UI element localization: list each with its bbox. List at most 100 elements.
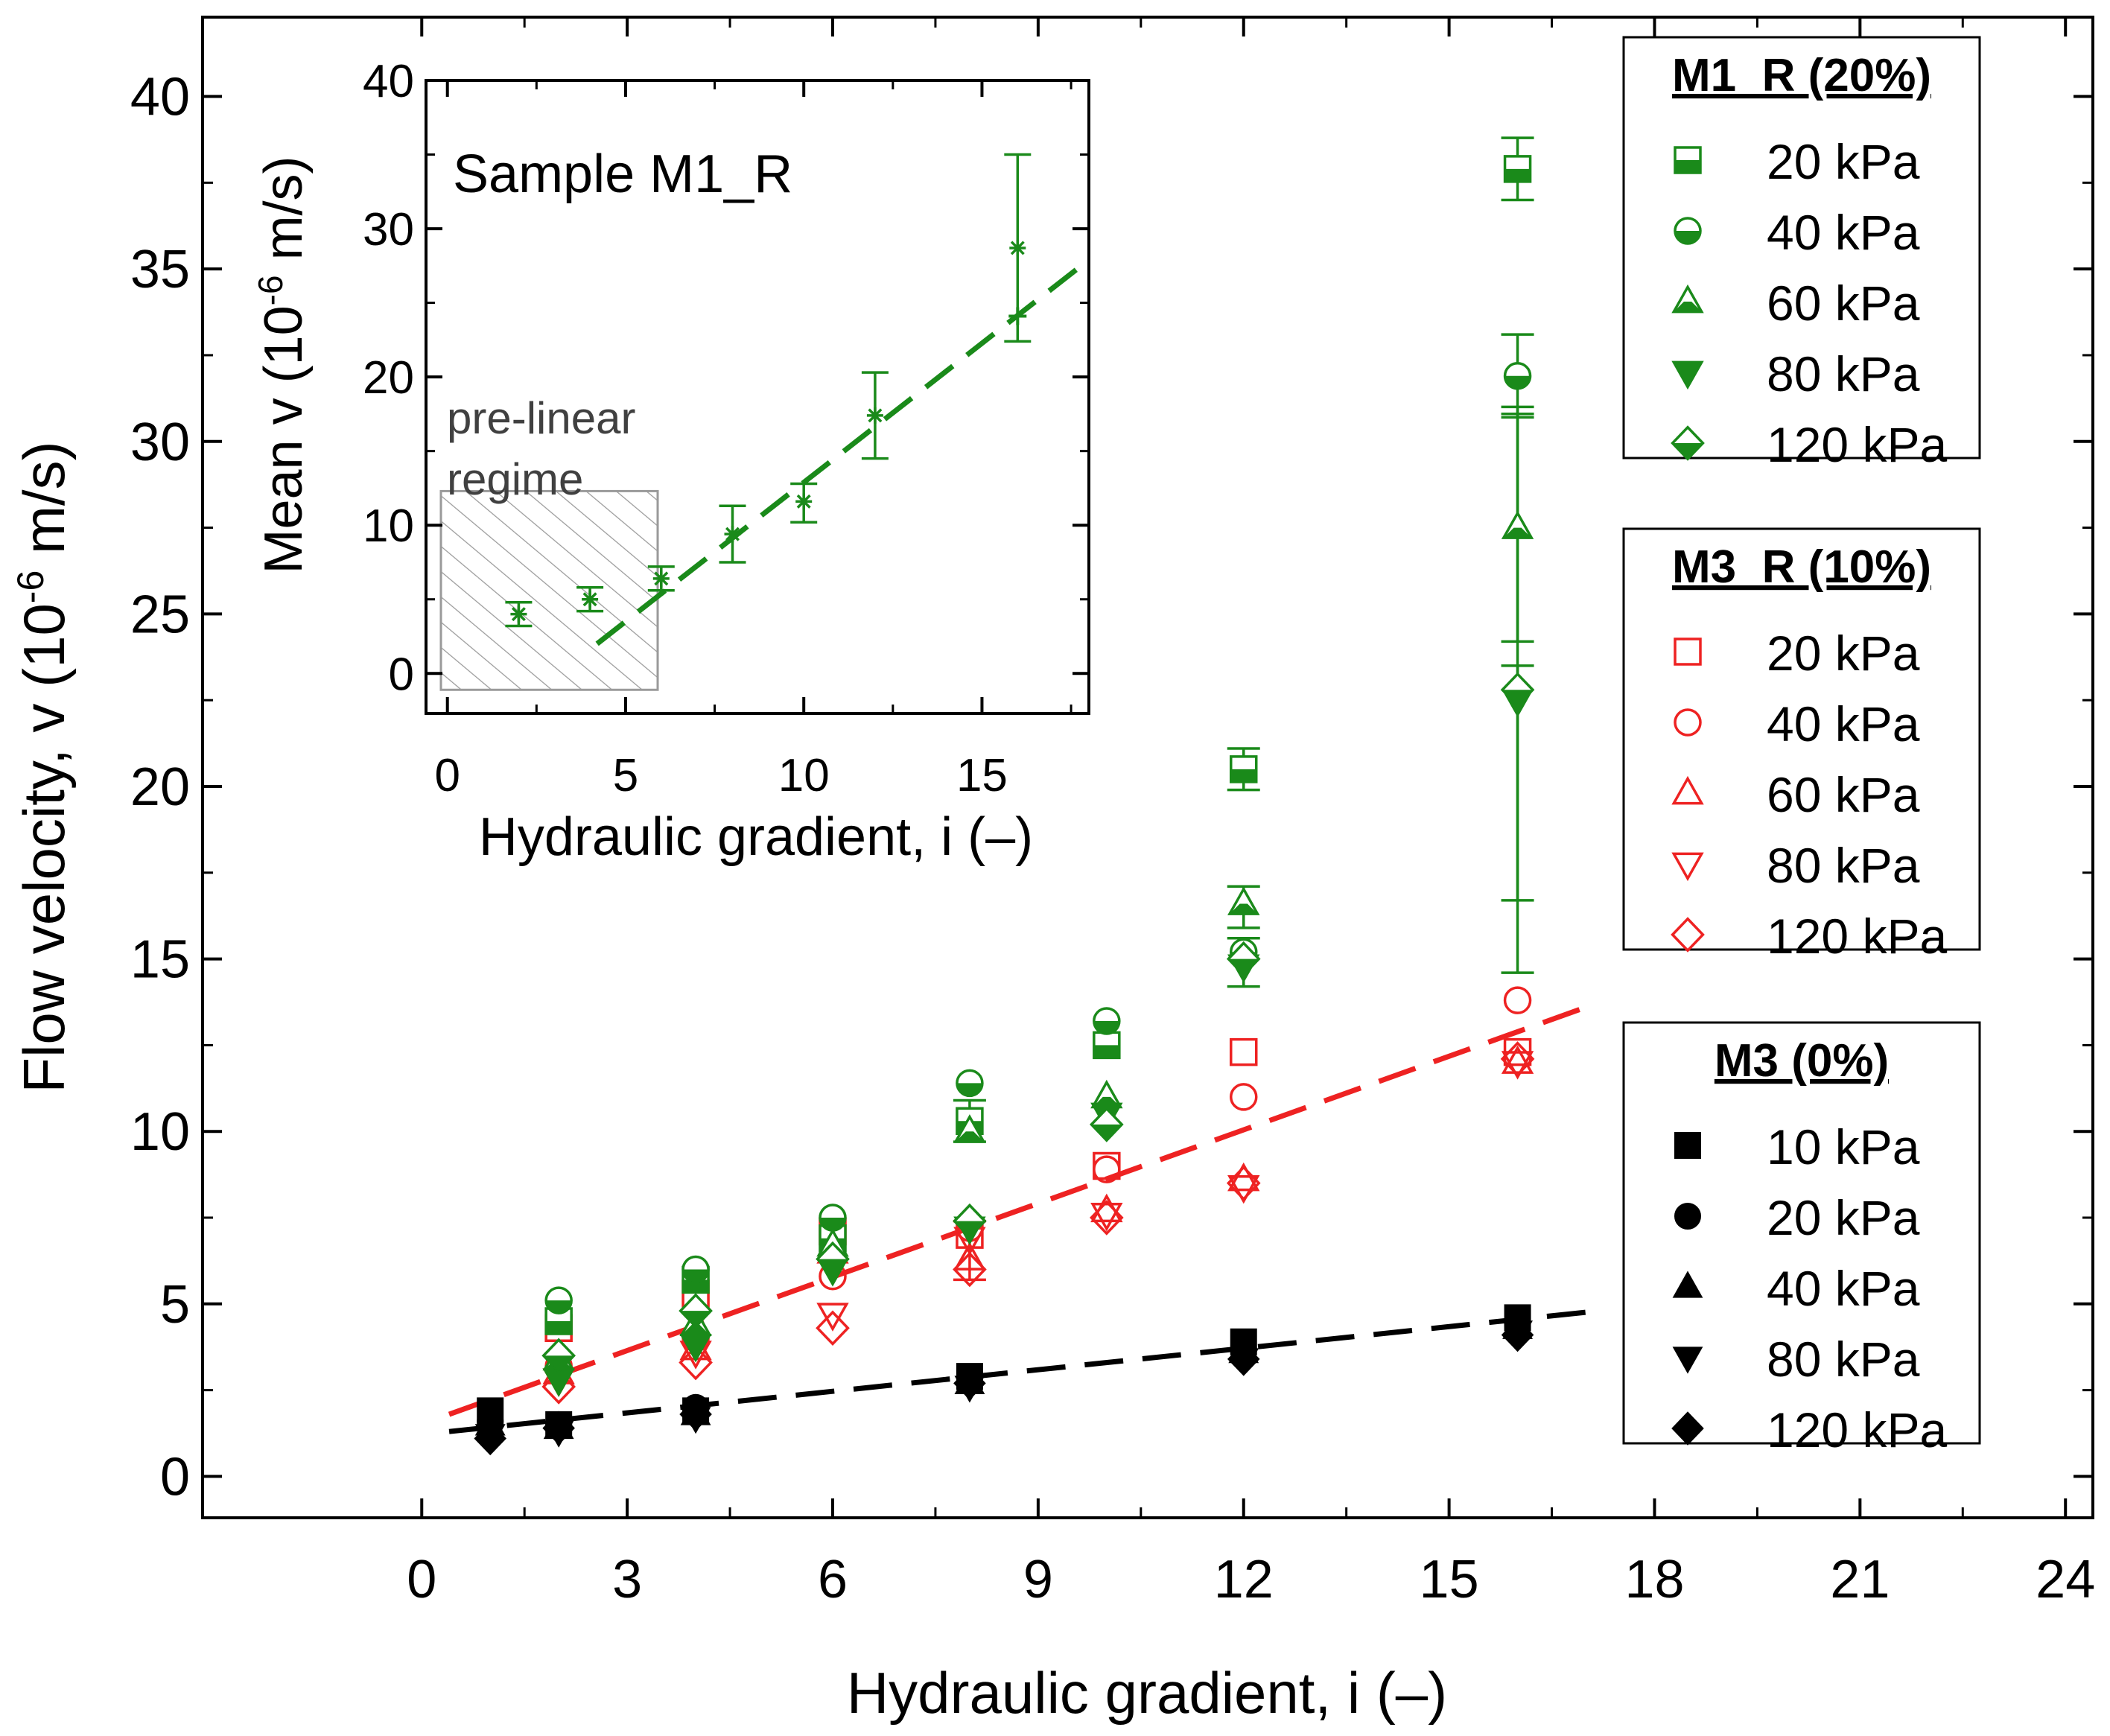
main-fit-lines bbox=[448, 1005, 1601, 1434]
inset-plot-frame bbox=[425, 79, 1090, 715]
legend-label: 120 kPa bbox=[1767, 909, 1947, 964]
legend-m3r-items: 20 kPa 40 kPa 60 kPa 80 kPa 120 kPa bbox=[1671, 626, 1947, 964]
fit-line-m3 bbox=[448, 1308, 1601, 1434]
data-point-m1r bbox=[953, 1203, 987, 1239]
main-tick-labels: 0 3 6 9 12 15 18 21 24 0 5 10 15 20 25 30 35 40 bbox=[130, 68, 2095, 1609]
legend-m1r: M1_R (20%) 20 kPa 40 kPa 60 kPa 80 kPa 120 k… bbox=[1622, 36, 1981, 472]
data-point-m3r bbox=[1229, 1037, 1258, 1066]
legend-label: 40 kPa bbox=[1767, 205, 1920, 260]
main-y-tick-label: 5 bbox=[160, 1275, 190, 1335]
main-x-tick-label: 12 bbox=[1214, 1550, 1274, 1609]
data-point-m1r bbox=[1093, 1007, 1121, 1035]
data-point-m3 bbox=[1227, 1342, 1260, 1376]
main-y-tick-label: 10 bbox=[130, 1102, 190, 1162]
legend-m3r: M3_R (10%) 20 kPa 40 kPa 60 kPa 80 kPa 120 k… bbox=[1622, 527, 1981, 964]
main-y-axis-label-unit: m/s) bbox=[11, 441, 77, 570]
data-point-m3 bbox=[679, 1397, 712, 1431]
data-point-m1r bbox=[541, 1338, 576, 1374]
legend-m1r-box bbox=[1622, 36, 1981, 460]
data-point-m1r bbox=[1090, 1107, 1124, 1142]
data-point-m1r bbox=[679, 1334, 712, 1363]
main-chart: 0 3 6 9 12 15 18 21 24 0 5 10 15 20 25 30 35 40 Hydraulic… bbox=[10, 16, 2095, 1726]
legend-marker bbox=[1674, 217, 1702, 245]
legend-m3r-box bbox=[1622, 527, 1981, 951]
legend-label: 60 kPa bbox=[1767, 276, 1920, 331]
data-point-m1r bbox=[544, 1307, 573, 1335]
data-point-m3 bbox=[953, 1366, 986, 1401]
data-point-m1r bbox=[679, 1293, 713, 1329]
inset-x-tick-label: 0 bbox=[434, 750, 460, 801]
data-point-m3r bbox=[816, 1303, 849, 1332]
data-point-m1r bbox=[544, 1286, 573, 1314]
data-point-m3r bbox=[816, 1310, 850, 1346]
legend-m3r-title: M3_R (10%) bbox=[1672, 541, 1931, 593]
inset-data-points bbox=[510, 239, 1026, 623]
main-y-tick-label: 0 bbox=[160, 1447, 190, 1507]
legend-marker bbox=[1671, 425, 1705, 461]
data-point-m3r bbox=[953, 1241, 986, 1271]
inset-x-tick-label: 15 bbox=[956, 750, 1008, 801]
legend-marker bbox=[1674, 638, 1702, 666]
inset-data-point bbox=[795, 493, 813, 510]
legend-label: 20 kPa bbox=[1767, 1190, 1920, 1245]
data-point-m1r bbox=[1503, 155, 1532, 183]
inset-y-tick-label: 10 bbox=[363, 500, 414, 552]
legend-marker bbox=[1674, 708, 1702, 737]
main-x-tick-label: 15 bbox=[1420, 1550, 1479, 1609]
legend-marker bbox=[1671, 917, 1705, 953]
inset-y-axis-label-exponent: -6 bbox=[251, 275, 290, 305]
inset-background bbox=[294, 74, 1095, 901]
inset-data-point bbox=[1009, 239, 1026, 256]
legend-marker bbox=[1671, 775, 1704, 805]
main-x-tick-label: 3 bbox=[612, 1550, 642, 1609]
legend-marker bbox=[1674, 146, 1702, 174]
legend-marker bbox=[1671, 284, 1704, 314]
data-point-m3 bbox=[1501, 1317, 1534, 1352]
data-point-m1r bbox=[1093, 1031, 1121, 1060]
inset-title: Sample M1_R bbox=[453, 144, 792, 204]
legend-m1r-title: M1_R (20%) bbox=[1672, 50, 1931, 101]
main-y-tick-label: 35 bbox=[130, 240, 190, 299]
legend-label: 80 kPa bbox=[1767, 346, 1920, 401]
inset-data-point bbox=[510, 605, 527, 623]
data-point-m3r bbox=[1090, 1203, 1123, 1232]
data-point-m3 bbox=[542, 1411, 575, 1446]
inset-annotation-line-1: pre-linear bbox=[447, 393, 635, 443]
main-x-tick-label: 18 bbox=[1624, 1550, 1684, 1609]
inset-y-axis-label-unit: m/s) bbox=[254, 156, 314, 275]
data-point-m1r bbox=[956, 1069, 984, 1098]
main-x-tick-label: 6 bbox=[818, 1550, 848, 1609]
data-point-m3r bbox=[541, 1369, 576, 1405]
inset-tick-labels: 0 5 10 15 0 10 20 30 40 bbox=[363, 56, 1008, 801]
inset-chart: 0 5 10 15 0 10 20 30 40 Sample M1_R pre-linear r… bbox=[251, 56, 1095, 901]
legend-label: 120 kPa bbox=[1767, 417, 1947, 472]
inset-y-tick-label: 40 bbox=[363, 56, 414, 107]
legend-label: 120 kPa bbox=[1767, 1402, 1947, 1457]
data-point-m1r bbox=[1229, 755, 1258, 783]
inset-y-tick-label: 20 bbox=[363, 352, 414, 404]
data-point-m1r bbox=[819, 1204, 847, 1232]
legend-marker bbox=[1674, 1203, 1702, 1230]
data-point-m3r bbox=[1226, 1165, 1261, 1201]
legend-label: 60 kPa bbox=[1767, 767, 1920, 822]
data-point-m1r bbox=[1503, 362, 1532, 390]
main-y-tick-label: 30 bbox=[130, 413, 190, 472]
data-point-m3r bbox=[1501, 1045, 1534, 1074]
legend-m3-items: 10 kPa 20 kPa 40 kPa 80 kPa 120 kPa bbox=[1671, 1119, 1947, 1457]
data-point-m1r bbox=[1501, 510, 1534, 539]
data-point-m3r bbox=[1093, 1155, 1121, 1183]
legend-m3: M3 (0%) 10 kPa 20 kPa 40 kPa 80 kPa 120 kPa bbox=[1622, 1021, 1981, 1457]
legend-marker bbox=[1674, 1132, 1701, 1159]
legend-marker bbox=[1671, 852, 1704, 882]
inset-pre-linear-region bbox=[439, 489, 659, 691]
legend-label: 20 kPa bbox=[1767, 134, 1920, 189]
legend-marker bbox=[1671, 360, 1704, 390]
main-y-axis-label-base: Flow velocity, v (10 bbox=[11, 603, 77, 1093]
legend-marker bbox=[1672, 1271, 1703, 1298]
data-point-m3r bbox=[1090, 1200, 1124, 1236]
data-point-m3r bbox=[1227, 1174, 1260, 1204]
legend-marker bbox=[1672, 1346, 1703, 1374]
data-point-m1r bbox=[681, 1255, 710, 1284]
inset-y-tick-label: 30 bbox=[363, 204, 414, 255]
